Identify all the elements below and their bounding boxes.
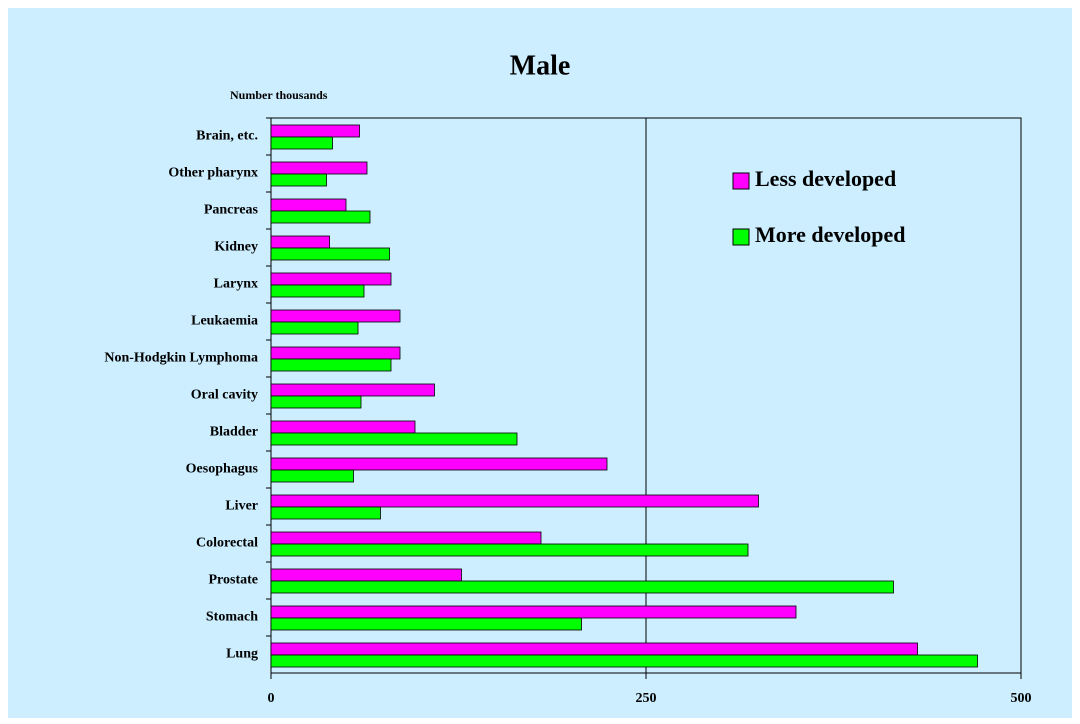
bar — [270, 654, 978, 668]
bar — [270, 272, 392, 286]
x-tick-label: 500 — [1011, 691, 1032, 706]
bar — [270, 284, 365, 298]
legend-label: More developed — [755, 222, 906, 247]
bar — [270, 543, 749, 557]
y-tick-label: Non-Hodgkin Lymphoma — [104, 351, 258, 366]
bar — [270, 617, 582, 631]
y-tick-label: Pancreas — [204, 203, 259, 218]
legend-label: Less developed — [755, 166, 896, 191]
y-tick-label: Leukaemia — [191, 314, 258, 329]
bar — [270, 469, 354, 483]
bar — [270, 321, 359, 335]
bar — [270, 210, 371, 224]
y-tick-label: Bladder — [210, 425, 258, 440]
bar — [270, 506, 381, 520]
bar — [270, 173, 327, 187]
bar — [270, 235, 330, 249]
bar — [270, 383, 435, 397]
bar — [270, 161, 368, 175]
y-tick-label: Prostate — [209, 573, 259, 588]
y-tick-label: Oesophagus — [186, 462, 259, 477]
bar — [270, 136, 333, 150]
x-tick-label: 250 — [636, 691, 657, 706]
bar — [270, 124, 360, 138]
y-tick-label: Colorectal — [196, 536, 258, 551]
bar — [270, 309, 401, 323]
bar — [270, 457, 608, 471]
bar — [270, 642, 918, 656]
y-tick-label: Kidney — [214, 240, 258, 255]
bar — [270, 580, 894, 594]
y-tick-label: Stomach — [206, 610, 258, 625]
bar — [270, 568, 462, 582]
bar — [270, 605, 797, 619]
bar — [270, 198, 347, 212]
y-tick-label: Other pharynx — [168, 166, 258, 181]
legend-swatch — [732, 228, 750, 246]
x-tick-label: 0 — [268, 691, 275, 706]
legend-swatch — [732, 172, 750, 190]
axis-unit: Number thousands — [230, 88, 328, 102]
chart-title: Male — [510, 50, 571, 81]
bar — [270, 420, 416, 434]
y-tick-label: Lung — [226, 647, 258, 662]
bar — [270, 531, 542, 545]
y-tick-label: Larynx — [214, 277, 258, 292]
y-tick-label: Oral cavity — [191, 388, 258, 403]
bar — [270, 494, 759, 508]
bar — [270, 346, 401, 360]
y-tick-label: Liver — [225, 499, 258, 514]
bar — [270, 247, 390, 261]
bar — [270, 395, 362, 409]
y-tick-label: Brain, etc. — [196, 129, 258, 144]
bar — [270, 432, 518, 446]
bar — [270, 358, 392, 372]
